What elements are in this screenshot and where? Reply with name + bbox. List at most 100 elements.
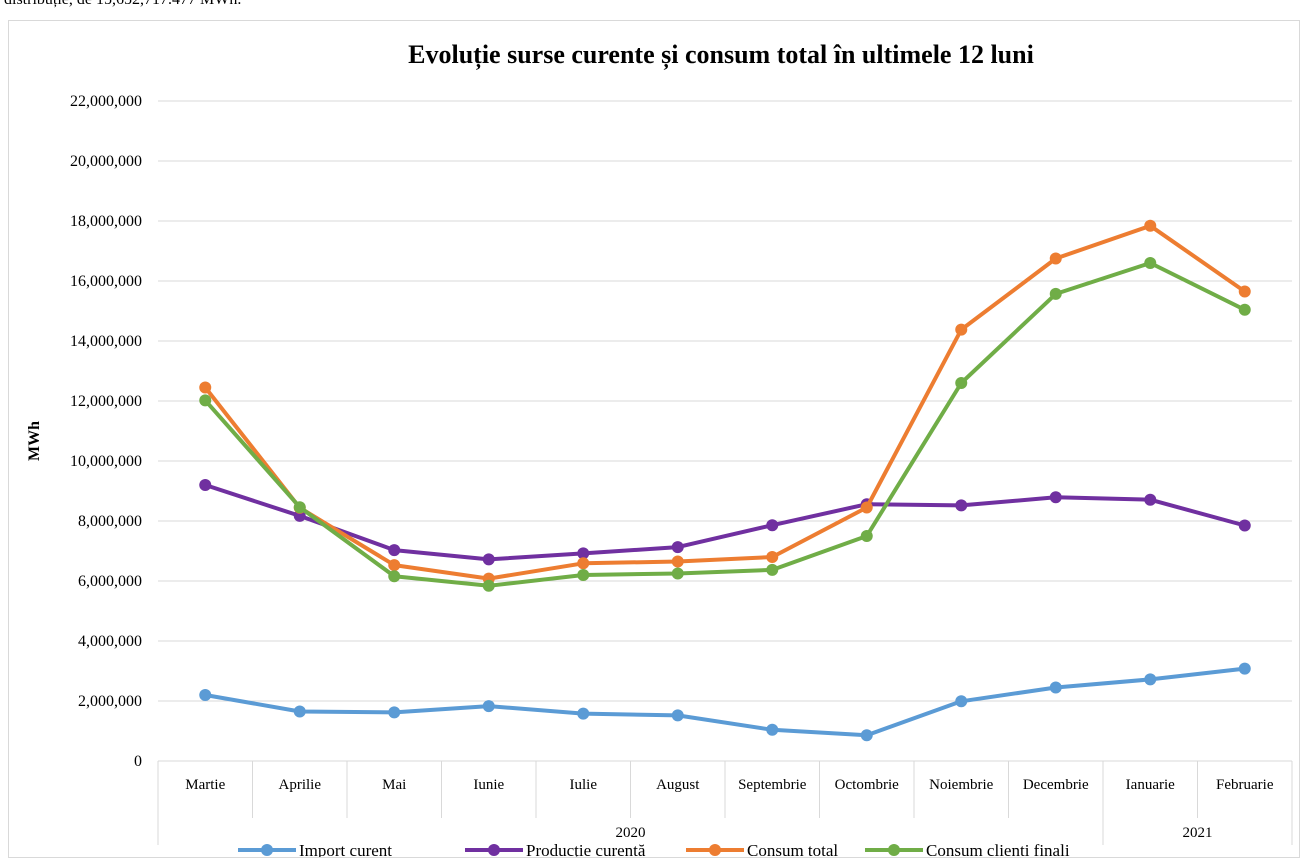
data-point [955, 377, 968, 389]
data-point [1049, 287, 1062, 300]
legend-item: Consum total [686, 841, 838, 857]
data-point [293, 705, 306, 718]
data-point [482, 553, 495, 566]
x-tick-label: Ianuarie [1126, 777, 1175, 793]
x-axis: Martie Aprilie Mai Iunie Iulie August Septembr… [157, 761, 1293, 845]
data-point [1238, 662, 1251, 675]
data-point [293, 501, 306, 514]
y-tick-label: 20,000,000 [70, 153, 142, 170]
data-point [671, 555, 684, 568]
data-point [199, 479, 212, 491]
data-point [577, 557, 590, 570]
y-tick-label: 16,000,000 [70, 273, 142, 290]
series-layer [199, 219, 1251, 742]
data-point [482, 700, 495, 713]
y-axis-label: MWh [26, 421, 43, 461]
data-point [1238, 285, 1251, 298]
chart-title: Evoluție surse curente și consum total î… [408, 40, 1034, 70]
data-point [1144, 219, 1157, 232]
x-tick-label: Noiembrie [929, 777, 993, 793]
data-point [1049, 681, 1062, 694]
y-tick-label: 0 [134, 753, 142, 770]
legend-marker [261, 844, 273, 856]
data-point [1049, 252, 1062, 265]
legend-label: Import curent [299, 841, 392, 857]
legend-label: Consum total [747, 841, 838, 857]
x-tick-label: Aprilie [279, 777, 322, 793]
series-line [203, 223, 1247, 581]
x-tick-label: Octombrie [835, 777, 899, 793]
legend-marker [888, 844, 900, 856]
x-year-label: 2021 [1183, 825, 1213, 841]
data-point [1238, 303, 1251, 316]
y-tick-label: 4,000,000 [78, 633, 142, 650]
data-point [860, 501, 873, 514]
data-point [577, 569, 590, 581]
x-tick-label: Iunie [473, 777, 504, 793]
series-0 [199, 662, 1251, 742]
data-point [577, 707, 590, 720]
data-point [1144, 257, 1157, 269]
legend-marker [709, 844, 721, 856]
legend-label: Producție curentă [526, 841, 646, 857]
y-tick-label: 18,000,000 [70, 213, 142, 230]
y-axis-ticks: 0 2,000,000 4,000,000 6,000,000 8,000,000 10,… [70, 93, 142, 770]
data-point [860, 530, 873, 542]
data-point [766, 519, 779, 532]
gridlines [158, 100, 1292, 762]
data-point [860, 729, 873, 742]
data-point [955, 323, 968, 336]
top-text: distribuție, de 15,652,717.477 MWh. [4, 0, 241, 9]
x-year-label: 2020 [616, 825, 646, 841]
x-tick-label: Martie [185, 777, 225, 793]
series-line [203, 261, 1247, 588]
data-point [671, 709, 684, 722]
legend-item: Producție curentă [465, 841, 646, 857]
y-tick-label: 12,000,000 [70, 393, 142, 410]
x-tick-label: August [656, 777, 700, 793]
data-point [1238, 519, 1251, 532]
series-2 [199, 219, 1251, 585]
data-point [577, 547, 590, 560]
series-line [203, 666, 1247, 738]
data-point [1049, 491, 1062, 504]
series-line [203, 483, 1247, 562]
data-point [766, 563, 779, 576]
legend-label: Consum clienti finali [926, 841, 1070, 857]
y-tick-label: 10,000,000 [70, 453, 142, 470]
x-tick-label: Decembrie [1023, 777, 1089, 793]
x-tick-label: Iulie [570, 777, 598, 793]
y-tick-label: 8,000,000 [78, 513, 142, 530]
legend-item: Consum clienti finali [865, 841, 1070, 857]
x-tick-label: Februarie [1216, 777, 1274, 793]
x-tick-label: Septembrie [738, 777, 807, 793]
series-1 [199, 479, 1251, 566]
data-point [766, 723, 779, 736]
y-tick-label: 6,000,000 [78, 573, 142, 590]
y-tick-label: 2,000,000 [78, 693, 142, 710]
data-point [199, 394, 212, 407]
data-point [1144, 673, 1157, 686]
data-point [388, 570, 401, 583]
data-point [388, 706, 401, 719]
data-point [388, 544, 401, 557]
legend-item: Import curent [238, 841, 392, 857]
data-point [1144, 493, 1157, 506]
data-point [388, 559, 401, 572]
data-point [766, 551, 779, 563]
data-point [199, 381, 212, 394]
data-point [671, 541, 684, 554]
y-tick-label: 22,000,000 [70, 93, 142, 110]
data-point [955, 499, 968, 512]
legend: Import curent Producție curentă Consum tot… [238, 841, 1070, 857]
series-3 [199, 257, 1251, 592]
line-chart: Evoluție surse curente și consum total î… [26, 40, 1293, 857]
data-point [482, 579, 495, 592]
chart-frame: Evoluție surse curente și consum total î… [8, 20, 1300, 858]
data-point [671, 567, 684, 580]
x-tick-label: Mai [382, 777, 406, 793]
y-tick-label: 14,000,000 [70, 333, 142, 350]
data-point [955, 695, 968, 708]
legend-marker [488, 844, 500, 856]
data-point [199, 689, 212, 701]
